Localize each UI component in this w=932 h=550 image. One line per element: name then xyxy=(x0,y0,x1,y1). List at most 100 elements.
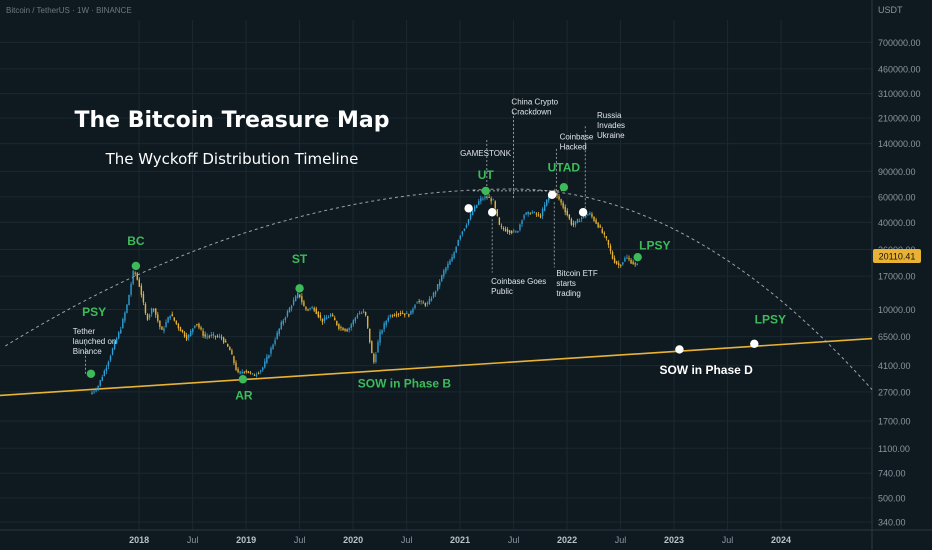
candle-body xyxy=(231,350,233,355)
candle-body xyxy=(179,327,182,332)
candle-body xyxy=(527,211,529,215)
candle-body xyxy=(171,314,173,317)
support-line-layer xyxy=(0,337,873,397)
event-note-line: Bitcoin ETF xyxy=(556,269,597,278)
candle-body xyxy=(381,330,383,334)
candle-body xyxy=(607,239,610,246)
candle-body xyxy=(192,328,194,332)
candle-body xyxy=(469,213,472,220)
candle-body xyxy=(428,298,431,305)
candle-body xyxy=(111,348,114,355)
candle-body xyxy=(539,215,542,218)
candle-body xyxy=(138,279,140,287)
candle-body xyxy=(153,309,155,311)
candle-body xyxy=(418,301,420,303)
event-note: Coinbase Hacked xyxy=(560,132,594,151)
candle-body xyxy=(352,320,354,325)
candle-body xyxy=(560,199,562,203)
candle-body xyxy=(245,370,247,373)
candle-body xyxy=(467,219,470,224)
candle-body xyxy=(453,252,455,259)
candle-body xyxy=(259,370,262,372)
candle-body xyxy=(439,281,441,286)
candle-body xyxy=(354,317,357,321)
candle-body xyxy=(615,261,618,264)
candle-body xyxy=(190,331,192,336)
x-tick-label: 2024 xyxy=(771,535,791,545)
x-tick-label: Jul xyxy=(722,535,734,545)
candle-body xyxy=(399,312,402,315)
event-note-line: Crackdown xyxy=(511,108,551,117)
candle-body xyxy=(113,341,116,350)
x-tick-label: 2019 xyxy=(236,535,256,545)
annotation-labels: PSY BC AR ST SOW in Phase B UT UTAD LPSY LPSY SOW… xyxy=(73,98,786,403)
candle-body xyxy=(622,262,624,265)
candle-body xyxy=(597,222,599,228)
event-note: Russia Invades Ukraine xyxy=(597,111,625,140)
candle-body xyxy=(422,302,424,304)
candle-body xyxy=(122,319,124,329)
candle-body xyxy=(95,390,97,392)
x-tick-label: Jul xyxy=(508,535,520,545)
candle-body xyxy=(136,273,138,280)
candle-body xyxy=(251,373,254,375)
candle-body xyxy=(473,206,476,212)
chart-subtitle: The Wyckoff Distribution Timeline xyxy=(105,150,359,168)
phase-label: LPSY xyxy=(639,238,670,252)
time-axis[interactable]: 2018 Jul 2019 Jul 2020 Jul 2021 Jul 2022 Jul 2023 J… xyxy=(129,535,791,545)
candle-body xyxy=(620,265,622,267)
candle-body xyxy=(529,213,531,215)
candle-body xyxy=(218,336,221,338)
x-tick-label: Jul xyxy=(294,535,306,545)
candle-body xyxy=(574,221,577,225)
event-note-line: Ukraine xyxy=(597,131,625,140)
candle-body xyxy=(264,361,266,368)
candle-body xyxy=(288,308,291,313)
candle-body xyxy=(340,327,342,329)
candle-body xyxy=(492,199,494,201)
candle-body xyxy=(212,333,215,336)
candle-body xyxy=(525,212,527,215)
candle-body xyxy=(430,298,433,301)
candle-body xyxy=(327,317,330,319)
candle-body xyxy=(601,229,603,233)
candle-body xyxy=(196,323,198,325)
candle-body xyxy=(161,326,163,330)
candle-body xyxy=(562,202,564,208)
candle-body xyxy=(416,302,418,304)
y-tick-label: 17000.00 xyxy=(878,272,916,282)
phase-marker xyxy=(295,284,304,293)
candle-body xyxy=(278,328,280,334)
event-marker xyxy=(675,345,684,354)
candle-body xyxy=(404,313,406,316)
chart-title: The Bitcoin Treasure Map xyxy=(75,108,390,133)
phase-marker xyxy=(481,186,490,196)
candle-body xyxy=(97,385,99,389)
event-note-line: Binance xyxy=(73,347,102,356)
candle-body xyxy=(115,338,118,344)
candle-body xyxy=(490,198,492,202)
candle-body xyxy=(395,314,398,316)
candle-body xyxy=(613,258,616,263)
candle-body xyxy=(204,334,206,337)
candle-body xyxy=(576,219,579,223)
candle-body xyxy=(445,267,447,272)
candle-body xyxy=(200,327,202,330)
candle-body xyxy=(463,228,466,231)
candle-body xyxy=(457,240,459,246)
candle-body xyxy=(545,199,548,206)
candle-body xyxy=(578,220,581,222)
candle-body xyxy=(537,214,540,216)
event-note: Tether launched on Binance xyxy=(73,327,117,356)
candle-body xyxy=(531,212,533,214)
candle-body xyxy=(500,225,503,227)
x-tick-label: Jul xyxy=(615,535,627,545)
phase-marker xyxy=(633,252,642,262)
candle-body xyxy=(432,292,435,298)
candle-body xyxy=(350,324,352,328)
event-marker xyxy=(464,204,473,213)
candle-body xyxy=(103,370,106,376)
candle-body xyxy=(344,328,346,331)
candle-body xyxy=(309,308,311,310)
